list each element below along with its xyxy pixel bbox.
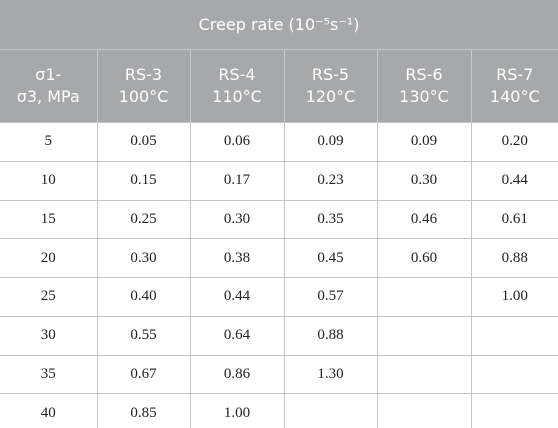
stress-cell: 40 (0, 393, 98, 428)
empty-cell (376, 277, 472, 317)
table-row: 15 0.25 0.30 0.35 0.46 0.61 (0, 199, 558, 240)
header-row: σ1- σ3, MPa RS-3 100°C RS-4 110°C RS-5 120°C RS-… (0, 49, 558, 123)
rate-cell: 1.30 (283, 354, 378, 395)
rate-cell: 0.86 (189, 354, 285, 395)
header-cell: RS-7 140°C (470, 49, 558, 123)
header-cell: RS-6 130°C (376, 49, 471, 123)
rate-cell: 0.88 (283, 315, 378, 356)
table-title: Creep rate (10⁻⁵s⁻¹) (0, 0, 558, 50)
empty-cell (376, 393, 472, 428)
header-line: RS-5 (311, 65, 350, 84)
header-line: RS-7 (496, 65, 534, 84)
rate-cell: 0.61 (470, 199, 558, 240)
rate-cell: 0.40 (96, 277, 191, 317)
rate-cell: 0.88 (470, 238, 558, 278)
header-line: σ3, MPa (16, 87, 80, 106)
stress-cell: 35 (0, 354, 98, 395)
rate-cell: 0.44 (470, 160, 558, 201)
rate-cell: 0.45 (283, 238, 378, 278)
table-row: 40 0.85 1.00 (0, 393, 558, 428)
header-cell: RS-3 100°C (96, 49, 190, 123)
rate-cell: 0.38 (189, 238, 285, 278)
header-line: 110°C (212, 87, 262, 106)
rate-cell: 0.09 (376, 122, 472, 162)
rate-cell: 0.35 (283, 199, 378, 240)
rate-cell: 0.09 (283, 122, 378, 162)
rate-cell: 0.60 (376, 238, 472, 278)
empty-cell (376, 315, 472, 356)
table-row: 20 0.30 0.38 0.45 0.60 0.88 (0, 238, 558, 278)
rate-cell: 0.06 (189, 122, 285, 162)
header-line: σ1- (35, 65, 62, 84)
empty-cell (470, 354, 558, 395)
table-row: 30 0.55 0.64 0.88 (0, 315, 558, 356)
header-cell: RS-4 110°C (189, 49, 284, 123)
header-cell: RS-5 120°C (283, 49, 377, 123)
header-line: RS-3 (124, 65, 163, 84)
header-line: 140°C (489, 87, 540, 106)
empty-cell (283, 393, 378, 428)
rate-cell: 0.85 (96, 393, 191, 428)
table-row: 25 0.40 0.44 0.57 1.00 (0, 277, 558, 317)
stress-cell: 10 (0, 160, 98, 201)
table-row: 10 0.15 0.17 0.23 0.30 0.44 (0, 160, 558, 201)
rate-cell: 0.25 (96, 199, 191, 240)
rate-cell: 0.44 (189, 277, 285, 317)
table-body: 5 0.05 0.06 0.09 0.09 0.20 10 0.15 0.17 0.23 0.30 0… (0, 122, 558, 428)
header-line: RS-6 (405, 65, 443, 84)
stress-cell: 30 (0, 315, 98, 356)
table-row: 35 0.67 0.86 1.30 (0, 354, 558, 395)
header-line: 130°C (399, 87, 449, 106)
empty-cell (470, 393, 558, 428)
rate-cell: 0.30 (96, 238, 191, 278)
rate-cell: 0.05 (96, 122, 191, 162)
header-line: 120°C (305, 87, 356, 106)
rate-cell: 0.23 (283, 160, 378, 201)
rate-cell: 1.00 (470, 277, 558, 317)
header-line: 100°C (118, 87, 169, 106)
empty-cell (376, 354, 472, 395)
header-cell: σ1- σ3, MPa (0, 49, 97, 123)
rate-cell: 0.17 (189, 160, 285, 201)
rate-cell: 0.15 (96, 160, 191, 201)
stress-cell: 15 (0, 199, 98, 240)
rate-cell: 0.64 (189, 315, 285, 356)
rate-cell: 0.46 (376, 199, 472, 240)
rate-cell: 0.30 (376, 160, 472, 201)
rate-cell: 1.00 (189, 393, 285, 428)
empty-cell (470, 315, 558, 356)
rate-cell: 0.20 (470, 122, 558, 162)
rate-cell: 0.57 (283, 277, 378, 317)
rate-cell: 0.30 (189, 199, 285, 240)
table-row: 5 0.05 0.06 0.09 0.09 0.20 (0, 122, 558, 162)
header-line: RS-4 (218, 65, 256, 84)
stress-cell: 5 (0, 122, 98, 162)
stress-cell: 25 (0, 277, 98, 317)
rate-cell: 0.67 (96, 354, 191, 395)
stress-cell: 20 (0, 238, 98, 278)
rate-cell: 0.55 (96, 315, 191, 356)
